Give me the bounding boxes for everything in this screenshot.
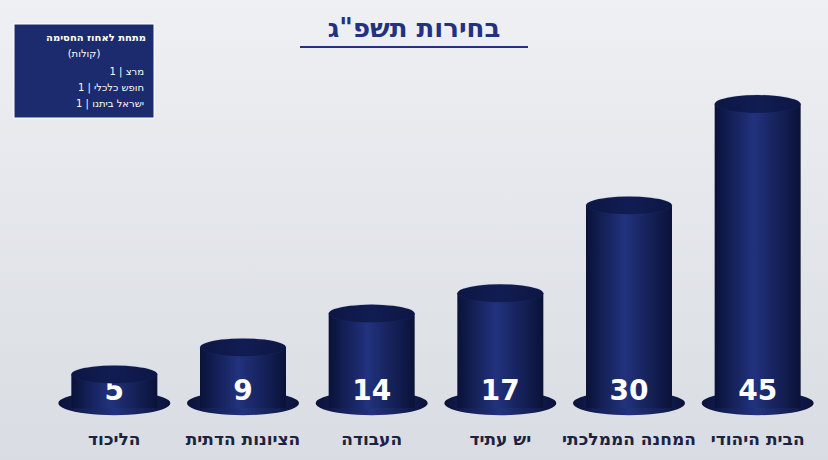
svg-text:30: 30 xyxy=(610,374,649,407)
svg-text:מתחת לאחוז החסימה: מתחת לאחוז החסימה xyxy=(46,32,146,43)
svg-text:יש עתיד: יש עתיד xyxy=(469,429,531,449)
svg-text:(קולות): (קולות) xyxy=(68,48,101,59)
svg-text:1 | ישראל ביתנו: 1 | ישראל ביתנו xyxy=(76,98,144,110)
svg-text:המחנה הממלכתי: המחנה הממלכתי xyxy=(562,429,696,449)
svg-text:הציונות הדתית: הציונות הדתית xyxy=(186,429,301,449)
svg-text:הבית היהודי: הבית היהודי xyxy=(711,429,805,449)
svg-text:9: 9 xyxy=(233,374,252,407)
svg-text:17: 17 xyxy=(481,374,520,407)
svg-text:1 | חופש כלכלי: 1 | חופש כלכלי xyxy=(78,82,144,94)
svg-text:בחירות תשפ"ג: בחירות תשפ"ג xyxy=(328,13,501,43)
svg-text:5: 5 xyxy=(104,373,125,407)
svg-text:14: 14 xyxy=(352,374,391,407)
svg-text:העבודה: העבודה xyxy=(341,429,402,449)
svg-text:הליכוד: הליכוד xyxy=(88,429,140,449)
svg-text:1 | מרצ: 1 | מרצ xyxy=(110,66,144,78)
svg-text:45: 45 xyxy=(738,374,777,407)
